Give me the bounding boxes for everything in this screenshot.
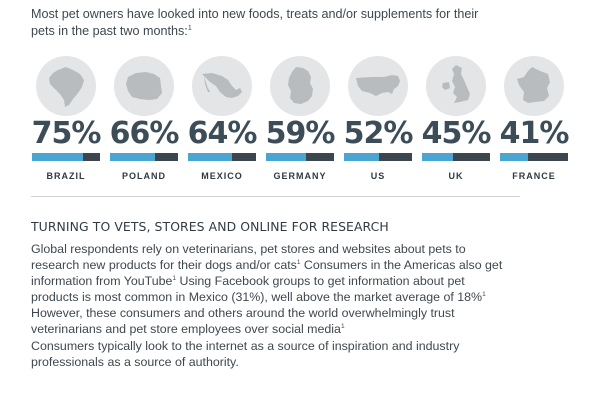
brazil-map-icon: [36, 56, 96, 116]
research-paragraph: Global respondents rely on veterinarians…: [31, 242, 503, 336]
country-label: MEXICO: [201, 171, 243, 181]
summary-paragraph: Consumers typically look to the internet…: [31, 339, 460, 369]
footnote-marker: 1: [482, 290, 486, 298]
country-label: POLAND: [122, 171, 166, 181]
section-title: TURNING TO VETS, STORES AND ONLINE FOR R…: [31, 219, 389, 234]
germany-map-icon: [270, 56, 330, 116]
country-label: FRANCE: [512, 171, 556, 181]
progress-bar-fill: [188, 153, 232, 161]
progress-bar-fill: [266, 153, 307, 161]
progress-bar-fill: [110, 153, 155, 161]
progress-bar: [188, 153, 256, 161]
country-label: US: [370, 171, 386, 181]
footnote-marker: 1: [340, 322, 345, 330]
intro-text: Most pet owners have looked into new foo…: [31, 7, 479, 38]
mexico-map-icon: [192, 56, 252, 116]
france-map-icon: [504, 56, 564, 116]
country-stats: 75% BRAZIL 66% POLAND 64% MEXICO 59% GER…: [30, 56, 590, 191]
progress-bar: [422, 153, 490, 161]
progress-bar-fill: [32, 153, 83, 161]
country-label: GERMANY: [273, 171, 327, 181]
country-label: UK: [448, 171, 464, 181]
progress-bar-fill: [344, 153, 380, 161]
footnote-marker: 1: [172, 274, 177, 282]
uk-map-icon: [426, 56, 486, 116]
progress-bar: [500, 153, 568, 161]
progress-bar-fill: [500, 153, 528, 161]
footnote-marker: 1: [187, 24, 192, 32]
progress-bar-fill: [422, 153, 453, 161]
progress-bar: [32, 153, 100, 161]
progress-bar: [266, 153, 334, 161]
poland-map-icon: [114, 56, 174, 116]
percent-value: 75%: [31, 116, 102, 151]
footnote-marker: 1: [296, 258, 301, 266]
percent-value: 45%: [421, 116, 492, 151]
percent-value: 52%: [343, 116, 414, 151]
us-map-icon: [348, 56, 408, 116]
percent-value: 41%: [499, 116, 570, 151]
country-label: BRAZIL: [46, 171, 86, 181]
percent-value: 66%: [109, 116, 180, 151]
progress-bar: [110, 153, 178, 161]
percent-value: 64%: [187, 116, 258, 151]
progress-bar: [344, 153, 412, 161]
section-divider: [31, 196, 520, 197]
percent-value: 59%: [265, 116, 336, 151]
